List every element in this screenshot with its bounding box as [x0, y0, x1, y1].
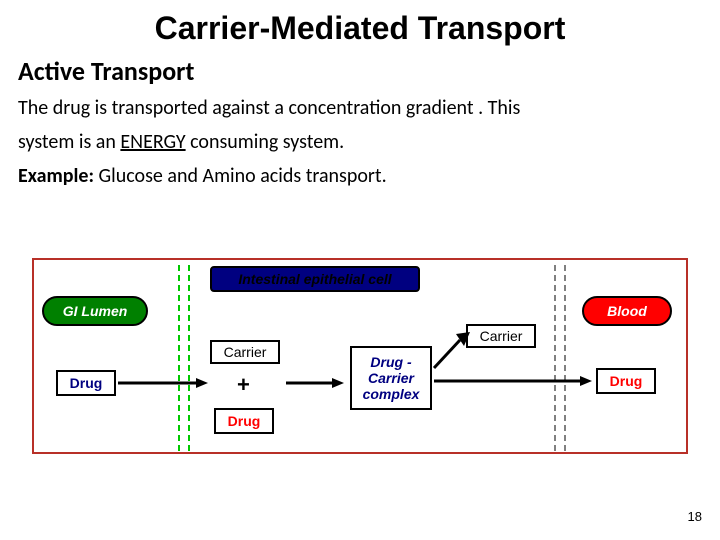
drug-mid-text: Drug [228, 413, 261, 429]
complex-l1: Drug - [370, 354, 411, 370]
membrane-right-1 [554, 265, 556, 451]
drug-right-box: Drug [596, 368, 656, 394]
arrow-complex-to-drug [434, 376, 592, 390]
arrow-complex-to-carrier [434, 332, 474, 372]
membrane-left-1 [178, 265, 180, 451]
complex-l2: Carrier [368, 370, 414, 386]
slide-subtitle: Active Transport [0, 47, 720, 91]
body-line-3-example: Example: [18, 164, 94, 188]
drug-left-box: Drug [56, 370, 116, 396]
body-line-3b: Glucose and Amino acids transport. [94, 164, 387, 188]
blood-text: Blood [607, 303, 647, 319]
arrow-plus-to-complex [286, 378, 344, 392]
drug-right-text: Drug [610, 373, 643, 389]
plus-sign: + [237, 372, 250, 398]
slide-title: Carrier-Mediated Transport [0, 0, 720, 47]
body-line-1a: The drug is transported against a concen… [18, 96, 520, 120]
body-line-2c: consuming system. [186, 130, 345, 154]
drug-left-text: Drug [70, 375, 103, 391]
membrane-right-2 [564, 265, 566, 451]
blood-pill: Blood [582, 296, 672, 326]
page-number: 18 [688, 509, 702, 524]
intestinal-cell-text: Intestinal epithelial cell [238, 271, 391, 287]
gi-lumen-text: GI Lumen [63, 303, 128, 319]
complex-l3: complex [363, 386, 420, 402]
gi-lumen-pill: GI Lumen [42, 296, 148, 326]
body-line-1: The drug is transported against a concen… [0, 91, 720, 125]
body-line-2: system is an ENERGY consuming system. [0, 125, 720, 159]
membrane-left-2 [188, 265, 190, 451]
body-line-2-energy: ENERGY [120, 130, 185, 154]
carrier-right-text: Carrier [480, 328, 523, 344]
arrow-drug-to-plus [118, 378, 208, 392]
carrier-mid-text: Carrier [224, 344, 267, 360]
carrier-mid-box: Carrier [210, 340, 280, 364]
complex-box: Drug - Carrier complex [350, 346, 432, 410]
transport-diagram: Intestinal epithelial cell GI Lumen Bloo… [32, 258, 688, 454]
body-line-3: Example: Glucose and Amino acids transpo… [0, 159, 720, 193]
drug-mid-box: Drug [214, 408, 274, 434]
carrier-right-box: Carrier [466, 324, 536, 348]
body-line-2a: system is an [18, 130, 120, 154]
intestinal-cell-label: Intestinal epithelial cell [210, 266, 420, 292]
